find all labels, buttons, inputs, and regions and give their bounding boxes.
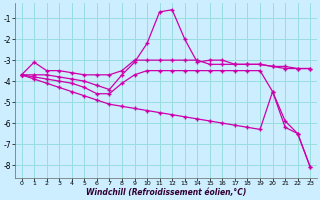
X-axis label: Windchill (Refroidissement éolien,°C): Windchill (Refroidissement éolien,°C) [86, 188, 246, 197]
